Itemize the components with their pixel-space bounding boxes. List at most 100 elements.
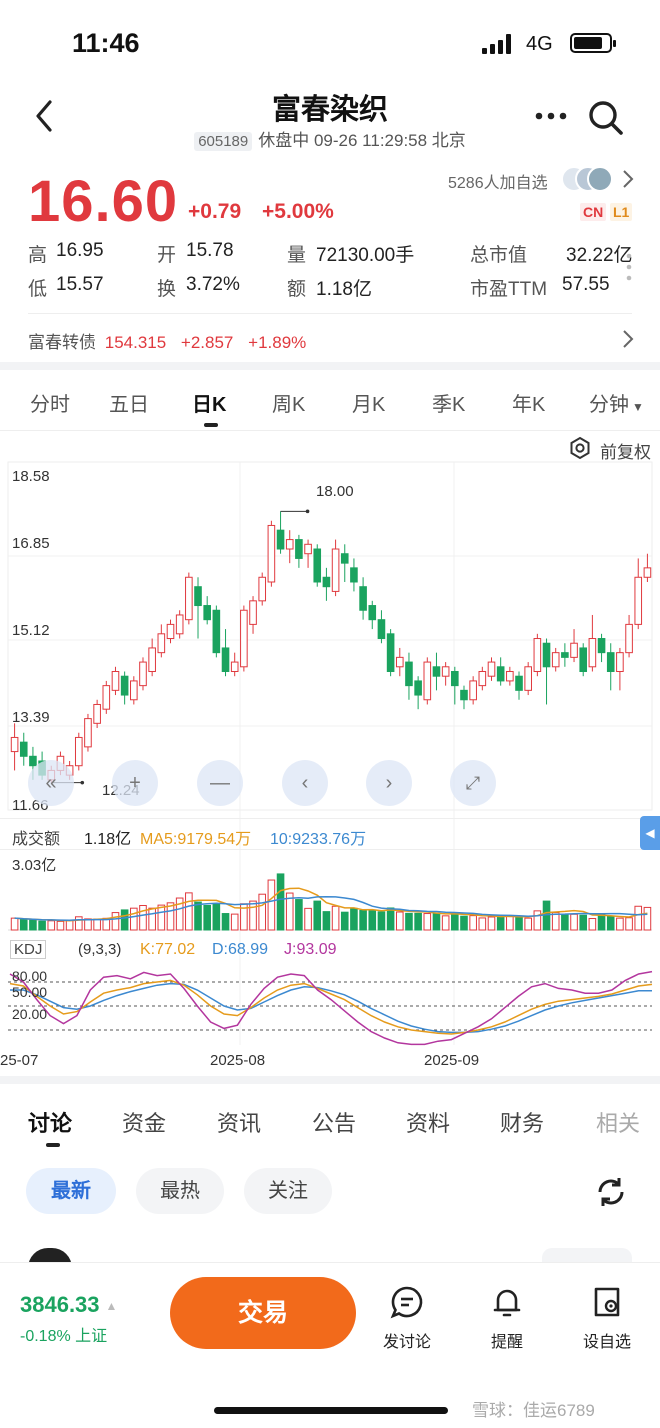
stock-code: 605189 — [194, 132, 253, 151]
search-icon[interactable] — [586, 98, 626, 138]
scroll-right-icon[interactable]: › — [366, 760, 412, 806]
tab-funds[interactable]: 资金 — [122, 1111, 167, 1136]
pe-ttm-value: 57.55 — [562, 274, 610, 295]
tab-monthly-k[interactable]: 月K — [352, 394, 386, 416]
expand-dots-icon[interactable] — [624, 252, 634, 282]
home-indicator[interactable] — [214, 1407, 448, 1414]
volume-bar — [19, 918, 28, 931]
volume-bar — [451, 912, 459, 931]
post-discussion-button[interactable]: 发讨论 — [372, 1285, 442, 1352]
volume-bar — [551, 912, 560, 931]
volume-bar — [432, 912, 441, 931]
divider — [28, 313, 632, 314]
volume-max-label: 3.03亿 — [12, 857, 57, 874]
candle-body — [185, 576, 193, 621]
candle-body — [432, 666, 441, 677]
candle-body — [240, 609, 248, 668]
tab-minute[interactable]: 分钟 ▼ — [589, 388, 644, 417]
tab-news[interactable]: 资讯 — [217, 1111, 262, 1136]
candle-body — [175, 614, 184, 635]
more-icon[interactable] — [534, 104, 570, 128]
settings-icon[interactable] — [568, 436, 592, 460]
tab-daily-k[interactable]: 日K — [192, 394, 227, 416]
volume-bar — [139, 904, 147, 931]
tab-yearly-k[interactable]: 年K — [512, 394, 546, 416]
volume-bar — [93, 918, 101, 931]
volume-bar — [340, 911, 349, 931]
volume-bar — [74, 916, 83, 931]
tab-indicator — [46, 1143, 60, 1147]
candle-body — [74, 736, 83, 767]
candle-body — [258, 576, 267, 602]
candle-body — [139, 661, 147, 687]
volume-bar — [506, 914, 514, 931]
alert-button[interactable]: 提醒 — [472, 1285, 542, 1352]
battery-icon — [570, 33, 616, 53]
index-value[interactable]: 3846.33 ▲ — [20, 1292, 117, 1318]
tab-five-day[interactable]: 五日 — [109, 394, 149, 416]
follower-avatars[interactable] — [561, 165, 614, 193]
stock-price: 16.60 — [28, 169, 179, 234]
adjust-mode[interactable]: 前复权 — [600, 443, 651, 462]
volume-bar — [130, 907, 138, 931]
candle-body — [377, 619, 386, 640]
tab-financials[interactable]: 财务 — [500, 1111, 545, 1136]
candle-body — [588, 638, 597, 668]
network-type: 4G — [526, 33, 553, 55]
zoom-in-icon[interactable]: + — [112, 760, 158, 806]
add-watchlist-button[interactable]: 设自选 — [572, 1285, 642, 1352]
volume-label[interactable]: 成交额 — [12, 831, 61, 848]
chart-grid — [7, 461, 653, 1045]
chevron-right-icon[interactable] — [620, 328, 636, 350]
high-annotation: 18.00 — [316, 483, 354, 500]
candle-body — [230, 661, 239, 672]
tab-related[interactable]: 相关 — [596, 1111, 641, 1136]
volume-bar — [166, 902, 175, 931]
volume-value: 1.18亿 — [84, 831, 132, 848]
bell-icon — [493, 1289, 521, 1317]
candle-body — [285, 539, 294, 550]
fullscreen-icon[interactable]: ⤢ — [450, 760, 496, 806]
price-axis-label: 18.58 — [12, 468, 50, 485]
candle-body — [84, 718, 92, 748]
followers-count[interactable]: 5286人加自选 — [448, 175, 548, 192]
scroll-left-icon[interactable]: ‹ — [282, 760, 328, 806]
tab-weekly-k[interactable]: 周K — [272, 394, 306, 416]
trade-button[interactable]: 交易 — [170, 1277, 356, 1349]
volume-bar — [120, 909, 129, 931]
filter-following[interactable]: 关注 — [244, 1168, 332, 1214]
candle-body — [542, 642, 551, 668]
tab-profile[interactable]: 资料 — [406, 1111, 451, 1136]
alert-label: 提醒 — [490, 1334, 523, 1351]
filter-hottest[interactable]: 最热 — [136, 1168, 224, 1214]
volume-bar — [588, 918, 597, 931]
kdj-j: J:93.09 — [284, 941, 337, 958]
zoom-out-icon[interactable]: — — [197, 760, 243, 806]
index-change-pct: -0.18% — [20, 1328, 71, 1345]
caret-up-icon: ▲ — [105, 1299, 118, 1314]
high-annotation-dot — [305, 509, 310, 514]
divider — [0, 430, 660, 431]
volume-bar — [405, 912, 413, 931]
tab-announcements[interactable]: 公告 — [312, 1111, 357, 1136]
cb-pct: +1.89% — [248, 333, 307, 352]
candle-body — [102, 685, 111, 710]
filter-latest[interactable]: 最新 — [26, 1168, 116, 1214]
volume-bar — [350, 907, 358, 931]
tab-intraday[interactable]: 分时 — [30, 394, 70, 416]
panel-toggle-icon[interactable]: ◀ — [640, 816, 660, 850]
volume-bar — [414, 912, 422, 931]
tab-quarterly-k[interactable]: 季K — [432, 394, 466, 416]
chevron-right-icon[interactable] — [620, 168, 636, 190]
kdj-label[interactable]: KDJ — [10, 940, 47, 959]
candle-body — [643, 567, 652, 578]
rewind-icon[interactable]: « — [28, 760, 74, 806]
tab-discussion[interactable]: 讨论 — [28, 1111, 73, 1136]
kdj-k: K:77.02 — [140, 941, 196, 958]
back-icon[interactable] — [26, 96, 66, 136]
kline-chart[interactable] — [0, 460, 660, 1080]
convertible-bond-row[interactable]: 富春转债 154.315 +2.857 +1.89% — [28, 328, 306, 353]
post-discussion-label: 发讨论 — [382, 1334, 431, 1351]
refresh-icon[interactable] — [593, 1174, 629, 1210]
volume-bar — [561, 913, 569, 931]
